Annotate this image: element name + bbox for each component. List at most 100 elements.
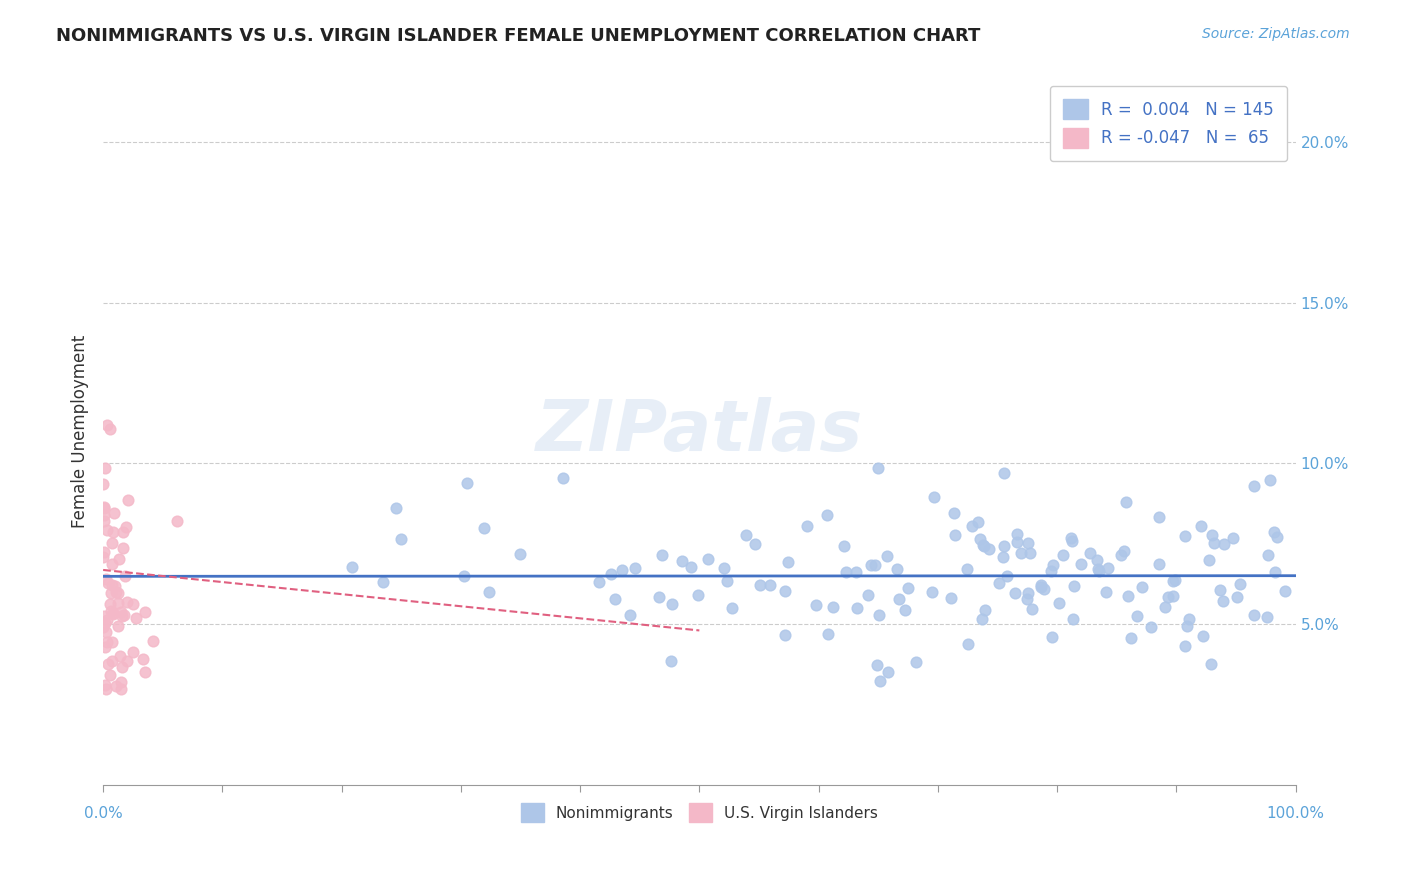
Point <box>553 471 575 485</box>
Point <box>603 592 626 607</box>
Point <box>1040 631 1063 645</box>
Point <box>1198 553 1220 567</box>
Point <box>93 640 115 654</box>
Point <box>686 588 709 602</box>
Point <box>859 558 882 573</box>
Point <box>876 665 898 680</box>
Point <box>98 597 121 611</box>
Point <box>1264 565 1286 579</box>
Point <box>1149 509 1171 524</box>
Point <box>716 574 738 588</box>
Point <box>96 613 118 627</box>
Point <box>1130 580 1153 594</box>
Point <box>1175 619 1198 633</box>
Point <box>1147 557 1170 571</box>
Point <box>1097 561 1119 575</box>
Point <box>1226 591 1249 605</box>
Point <box>101 653 124 667</box>
Point <box>845 566 868 580</box>
Point <box>103 506 125 520</box>
Point <box>588 574 610 589</box>
Point <box>979 541 1001 556</box>
Point <box>96 523 118 537</box>
Point <box>939 591 962 606</box>
Point <box>713 561 735 575</box>
Point <box>1174 529 1197 543</box>
Point <box>1060 533 1083 548</box>
Point <box>835 565 858 579</box>
Point <box>108 551 131 566</box>
Point <box>104 585 127 599</box>
Point <box>100 586 122 600</box>
Point <box>93 508 115 522</box>
Point <box>1125 608 1147 623</box>
Point <box>141 634 163 648</box>
Point <box>894 603 917 617</box>
Point <box>1256 610 1278 624</box>
Point <box>943 528 966 542</box>
Point <box>887 591 910 606</box>
Point <box>117 492 139 507</box>
Point <box>1265 531 1288 545</box>
Point <box>972 538 994 552</box>
Point <box>125 611 148 625</box>
Text: Source: ZipAtlas.com: Source: ZipAtlas.com <box>1202 27 1350 41</box>
Point <box>97 657 120 671</box>
Point <box>759 578 782 592</box>
Point <box>868 607 890 622</box>
Point <box>98 422 121 436</box>
Point <box>1017 586 1039 600</box>
Point <box>886 561 908 575</box>
Point <box>121 598 143 612</box>
Point <box>1063 579 1085 593</box>
Point <box>1222 531 1244 545</box>
Point <box>100 604 122 618</box>
Point <box>973 539 995 553</box>
Point <box>778 555 800 569</box>
Point <box>817 626 839 640</box>
Point <box>1229 577 1251 591</box>
Point <box>101 607 124 621</box>
Point <box>993 539 1015 553</box>
Y-axis label: Female Unemployment: Female Unemployment <box>72 334 89 528</box>
Point <box>105 679 128 693</box>
Point <box>773 583 796 598</box>
Text: 0.0%: 0.0% <box>84 806 122 822</box>
Point <box>993 549 1015 564</box>
Point <box>98 667 121 681</box>
Point <box>773 628 796 642</box>
Point <box>1021 602 1043 616</box>
Point <box>960 518 983 533</box>
Text: 100.0%: 100.0% <box>1267 806 1324 822</box>
Point <box>93 500 115 514</box>
Point <box>1243 479 1265 493</box>
Point <box>1191 629 1213 643</box>
Point <box>1178 612 1201 626</box>
Point <box>648 590 671 604</box>
Point <box>1119 631 1142 645</box>
Point <box>115 594 138 608</box>
Point <box>969 533 991 547</box>
Point <box>1005 526 1028 541</box>
Point <box>1201 528 1223 542</box>
Point <box>972 612 994 626</box>
Point <box>101 524 124 539</box>
Point <box>94 460 117 475</box>
Point <box>110 605 132 619</box>
Point <box>832 539 855 553</box>
Point <box>1112 544 1135 558</box>
Point <box>876 549 898 563</box>
Point <box>1029 578 1052 592</box>
Point <box>679 560 702 574</box>
Point <box>1174 639 1197 653</box>
Point <box>1161 574 1184 588</box>
Point <box>93 515 115 529</box>
Point <box>1032 582 1054 596</box>
Point <box>96 418 118 433</box>
Point <box>993 467 1015 481</box>
Point <box>734 527 756 541</box>
Point <box>101 536 124 550</box>
Point <box>846 601 869 615</box>
Point <box>921 585 943 599</box>
Point <box>1161 589 1184 603</box>
